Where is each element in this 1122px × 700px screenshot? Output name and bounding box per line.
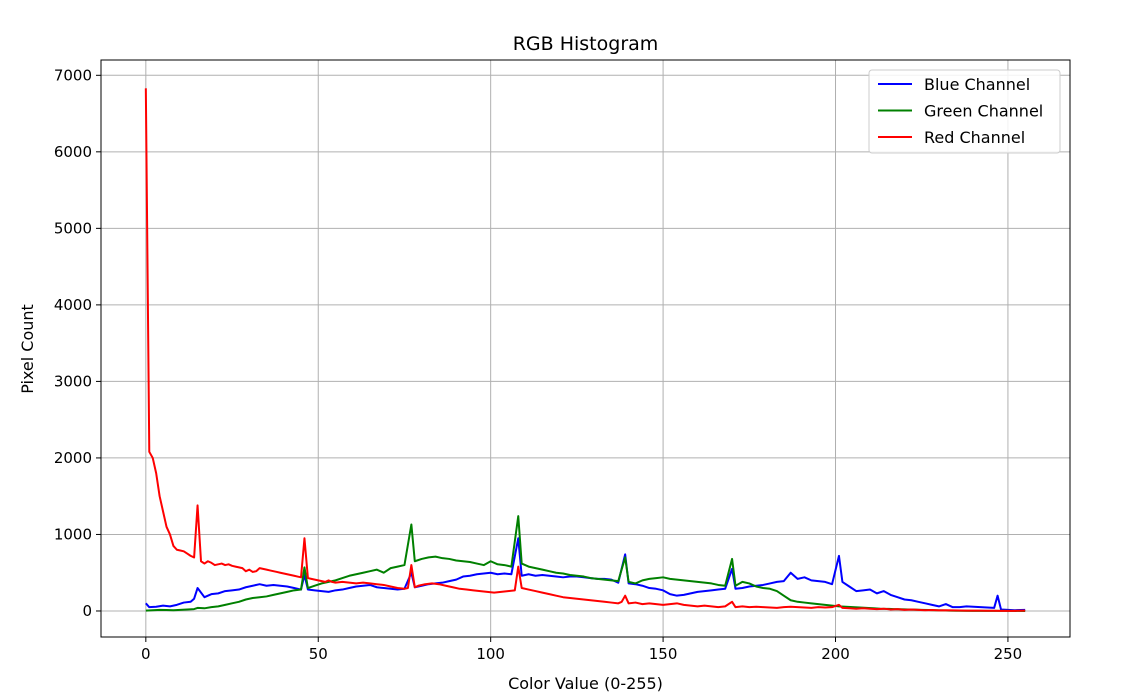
x-axis-label: Color Value (0-255): [508, 674, 663, 693]
y-tick-label: 4000: [54, 296, 92, 314]
x-tick-label: 100: [476, 645, 505, 663]
y-axis-ticks: 0 1000 2000 3000 4000 5000 6000 7000: [54, 66, 101, 620]
y-tick-label: 3000: [54, 372, 92, 390]
legend-box: [868, 69, 1061, 154]
x-tick-label: 250: [994, 645, 1023, 663]
y-tick-label: 2000: [54, 449, 92, 467]
y-tick-label: 6000: [54, 143, 92, 161]
plot-frame: [100, 59, 1071, 638]
legend-label-green-channel: Green Channel: [924, 102, 1043, 121]
red-channel-line: [144, 88, 1026, 612]
legend: Blue Channel Green Channel Red Channel: [868, 69, 1061, 154]
y-tick-label: 5000: [54, 219, 92, 237]
x-tick-label: 200: [821, 645, 850, 663]
x-tick-label: 0: [141, 645, 151, 663]
y-axis-label: Pixel Count: [18, 304, 37, 394]
legend-label-blue-channel: Blue Channel: [924, 75, 1030, 94]
y-tick-label: 0: [82, 602, 92, 620]
y-tick-label: 1000: [54, 525, 92, 543]
legend-label-red-channel: Red Channel: [924, 128, 1025, 147]
x-tick-label: 150: [649, 645, 678, 663]
series-layer: [144, 88, 1026, 612]
x-axis-ticks: 0 50 100 150 200 250: [141, 637, 1022, 663]
x-tick-label: 50: [309, 645, 328, 663]
y-tick-label: 7000: [54, 66, 92, 84]
chart-title: RGB Histogram: [513, 33, 659, 55]
